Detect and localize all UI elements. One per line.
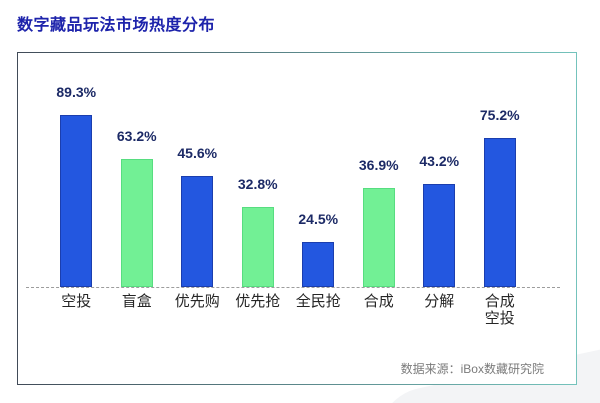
data-source-note: 数据来源：iBox数藏研究院 — [400, 362, 544, 376]
bar-category-label: 合成 空投 — [484, 293, 515, 327]
bar-column: 43.2% — [409, 153, 470, 287]
bar-column: 24.5% — [288, 211, 349, 287]
bar-column: 63.2% — [107, 128, 168, 287]
bar-category-label: 分解 — [424, 293, 455, 310]
bar — [423, 184, 456, 287]
bar — [120, 159, 153, 287]
bar-value-label: 32.8% — [237, 176, 278, 192]
bar-category-label: 优先抢 — [235, 293, 281, 310]
bar-value-label: 43.2% — [419, 153, 460, 169]
bar-column: 89.3% — [46, 84, 107, 287]
bar-value-label: 89.3% — [56, 84, 97, 100]
bar-column: 32.8% — [228, 176, 289, 287]
bar — [483, 138, 516, 287]
bar-column: 75.2% — [470, 107, 531, 287]
chart-panel: 89.3% 63.2% 45.6% 32.8% 24.5% 36.9% 43.2% 75.2%… — [17, 52, 577, 385]
bar — [362, 188, 395, 287]
bar-category-label: 合成 — [363, 293, 394, 310]
bar — [241, 207, 274, 287]
bar-category-label: 空投 — [61, 293, 92, 310]
bar-value-label: 36.9% — [358, 157, 399, 173]
bar-category-label: 优先购 — [174, 293, 220, 310]
bar-value-label: 45.6% — [177, 145, 218, 161]
bar-category-label: 盲盒 — [121, 293, 152, 310]
bar-column: 36.9% — [349, 157, 410, 287]
bar — [302, 242, 335, 287]
bars-container: 89.3% 63.2% 45.6% 32.8% 24.5% 36.9% 43.2% 75.2% — [46, 53, 530, 287]
bar-column: 45.6% — [167, 145, 228, 287]
bar-category-label: 全民抢 — [295, 293, 341, 310]
bar — [60, 115, 93, 287]
bar-value-label: 24.5% — [298, 211, 339, 227]
baseline-dashed — [26, 287, 560, 288]
bar-value-label: 63.2% — [116, 128, 157, 144]
bar-value-label: 75.2% — [479, 107, 520, 123]
category-labels-row: 空投 盲盒 优先购 优先抢 全民抢 合成 分解 合成 空投 — [46, 293, 530, 327]
page-title: 数字藏品玩法市场热度分布 — [17, 17, 216, 34]
bar — [181, 176, 214, 287]
